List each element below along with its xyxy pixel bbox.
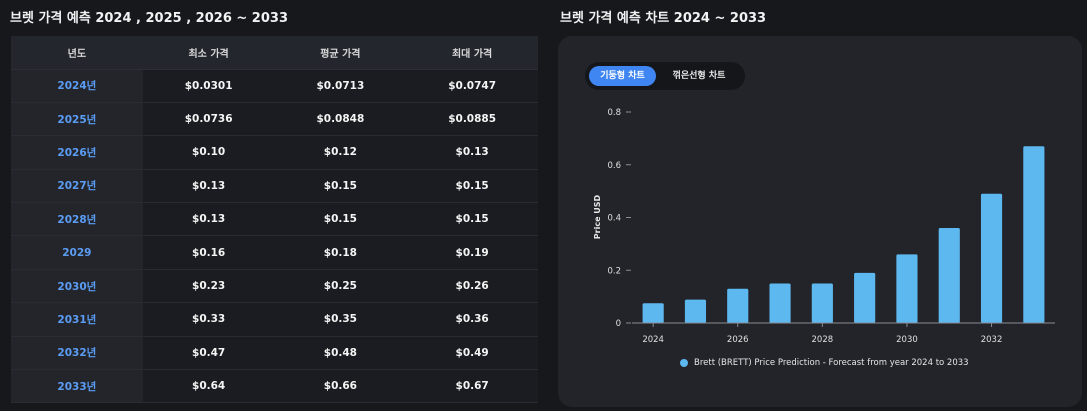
year-cell: 2030년: [11, 269, 143, 304]
table-row: 2024년 $0.0301 $0.0713 $0.0747: [11, 69, 538, 103]
bar: [769, 283, 791, 323]
avg-price-cell: $0.12: [274, 135, 407, 170]
bar: [938, 228, 960, 323]
table-title: 브렛 가격 예측 2024 , 2025 , 2026 ~ 2033: [10, 11, 288, 26]
min-price-cell: $0.0736: [142, 102, 275, 137]
bar: [980, 193, 1003, 323]
min-price-cell: $0.64: [142, 369, 275, 404]
min-price-cell: $0.16: [142, 235, 275, 270]
max-price-cell: $0.67: [406, 369, 538, 404]
max-price-cell: $0.19: [406, 235, 538, 270]
min-price-cell: $0.0301: [142, 69, 275, 103]
max-price-cell: $0.15: [406, 202, 538, 237]
max-price-cell: $0.49: [406, 336, 538, 371]
table-row: 2033년 $0.64 $0.66 $0.67: [11, 369, 538, 404]
y-tick-label: 0: [616, 319, 621, 329]
table-row: 2032년 $0.47 $0.48 $0.49: [11, 336, 538, 371]
avg-price-cell: $0.0713: [274, 69, 407, 103]
year-cell: 2026년: [11, 135, 143, 170]
year-cell: 2031년: [11, 302, 143, 337]
min-price-cell: $0.13: [142, 202, 275, 237]
avg-price-cell: $0.0848: [274, 102, 407, 137]
table-header-row: 년도 최소 가격 평균 가격 최대 가격: [11, 36, 538, 70]
bar: [811, 283, 833, 323]
bar: [684, 299, 707, 323]
avg-price-cell: $0.48: [274, 336, 407, 371]
avg-price-cell: $0.25: [274, 269, 407, 304]
x-tick-label: 2026: [727, 335, 749, 345]
bar: [896, 254, 918, 323]
min-price-cell: $0.47: [142, 336, 275, 371]
legend-swatch: [680, 359, 688, 367]
table-row: 2028년 $0.13 $0.15 $0.15: [11, 202, 538, 237]
max-price-cell: $0.36: [406, 302, 538, 337]
year-cell: 2027년: [11, 169, 143, 204]
legend-label: Brett (BRETT) Price Prediction - Forecas…: [694, 358, 969, 368]
year-cell: 2025년: [11, 102, 143, 137]
table-row: 2025년 $0.0736 $0.0848 $0.0885: [11, 102, 538, 137]
avg-price-cell: $0.15: [274, 169, 407, 204]
avg-price-cell: $0.35: [274, 302, 407, 337]
table-row: 2030년 $0.23 $0.25 $0.26: [11, 269, 538, 304]
year-cell: 2032년: [11, 336, 143, 371]
min-price-cell: $0.13: [142, 169, 275, 204]
max-price-cell: $0.13: [406, 135, 538, 170]
y-tick-label: 0.8: [607, 108, 621, 118]
y-axis-label: Price USD: [593, 194, 602, 239]
x-tick-label: 2032: [981, 335, 1003, 345]
y-tick-label: 0.6: [607, 161, 621, 171]
x-tick-label: 2028: [812, 335, 834, 345]
year-cell: 2028년: [11, 202, 143, 237]
header-min-price: 최소 가격: [142, 36, 275, 70]
max-price-cell: $0.26: [406, 269, 538, 304]
avg-price-cell: $0.18: [274, 235, 407, 270]
x-tick-label: 2030: [896, 335, 918, 345]
year-cell: 2033년: [11, 369, 143, 404]
price-prediction-table: 년도 최소 가격 평균 가격 최대 가격 2024년 $0.0301 $0.07…: [11, 36, 538, 404]
min-price-cell: $0.33: [142, 302, 275, 337]
y-tick-label: 0.2: [607, 266, 621, 276]
bar: [642, 303, 664, 323]
max-price-cell: $0.0885: [406, 102, 538, 137]
min-price-cell: $0.23: [142, 269, 275, 304]
tab-bar-chart[interactable]: 기둥형 차트: [589, 66, 656, 86]
bar: [854, 272, 876, 323]
header-max-price: 최대 가격: [406, 36, 538, 70]
max-price-cell: $0.15: [406, 169, 538, 204]
chart-title: 브렛 가격 예측 차트 2024 ~ 2033: [560, 11, 767, 26]
table-row: 2031년 $0.33 $0.35 $0.36: [11, 302, 538, 337]
tab-line-chart[interactable]: 꺾은선형 차트: [672, 71, 726, 81]
bar: [1023, 146, 1045, 323]
header-year: 년도: [11, 36, 143, 70]
max-price-cell: $0.0747: [406, 69, 538, 103]
header-avg-price: 평균 가격: [274, 36, 407, 70]
avg-price-cell: $0.66: [274, 369, 407, 404]
chart-legend[interactable]: Brett (BRETT) Price Prediction - Forecas…: [680, 356, 969, 370]
table-row: 2029 $0.16 $0.18 $0.19: [11, 235, 538, 270]
min-price-cell: $0.10: [142, 135, 275, 170]
year-cell: 2024년: [11, 69, 143, 103]
bar: [727, 288, 749, 323]
x-tick-label: 2024: [642, 335, 664, 345]
table-row: 2027년 $0.13 $0.15 $0.15: [11, 169, 538, 204]
y-tick-label: 0.4: [607, 214, 621, 224]
year-cell: 2029: [11, 235, 143, 270]
table-row: 2026년 $0.10 $0.12 $0.13: [11, 135, 538, 170]
avg-price-cell: $0.15: [274, 202, 407, 237]
